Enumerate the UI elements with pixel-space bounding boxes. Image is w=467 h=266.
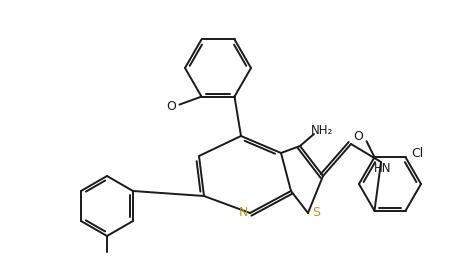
Text: NH₂: NH₂ [311,123,333,136]
Text: O: O [167,100,177,113]
Text: HN: HN [374,163,392,176]
Text: O: O [353,131,363,143]
Text: N: N [238,206,248,219]
Text: Cl: Cl [411,147,424,160]
Text: S: S [312,206,320,219]
